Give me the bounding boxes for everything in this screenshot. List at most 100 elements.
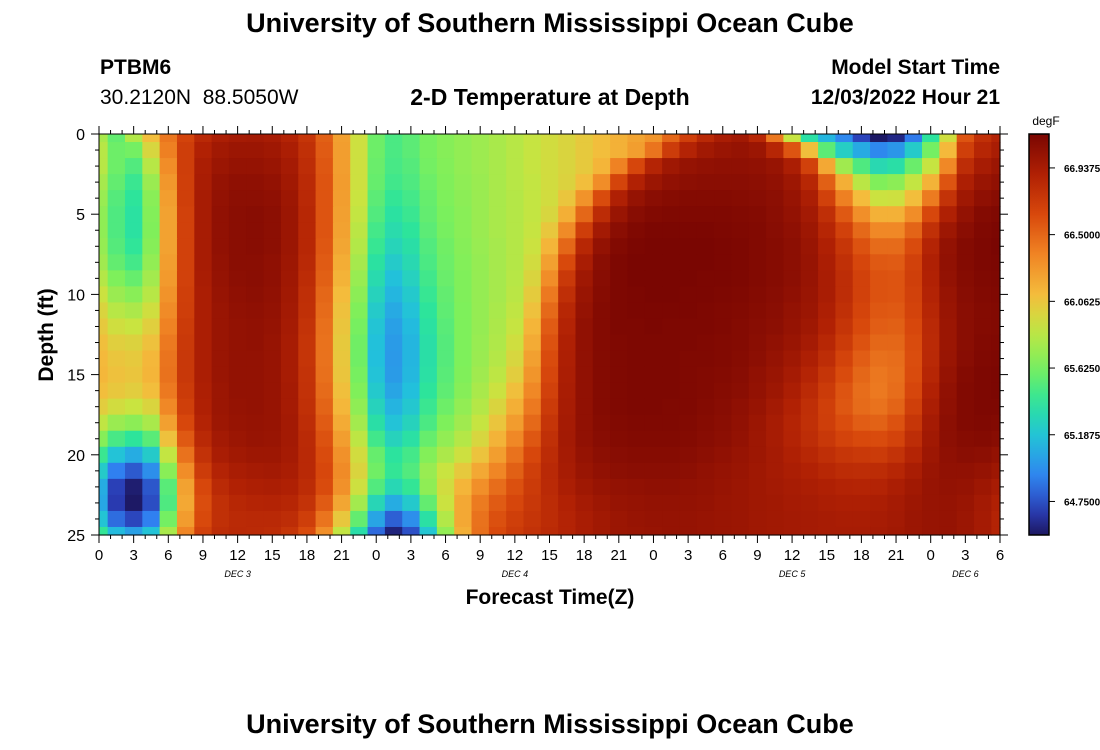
heatmap-cell bbox=[99, 174, 109, 191]
heatmap-cell bbox=[766, 286, 785, 304]
heatmap-cell bbox=[662, 142, 681, 159]
heatmap-cell bbox=[644, 526, 663, 536]
heatmap-cell bbox=[367, 238, 386, 255]
heatmap-cell bbox=[835, 286, 854, 304]
heatmap-cell bbox=[350, 494, 369, 512]
heatmap-cell bbox=[731, 526, 750, 536]
heatmap-cell bbox=[384, 134, 403, 143]
heatmap-cell bbox=[298, 398, 317, 416]
heatmap-cell bbox=[714, 286, 733, 304]
heatmap-cell bbox=[506, 174, 525, 191]
heatmap-cell bbox=[696, 366, 715, 384]
heatmap-cell bbox=[748, 142, 767, 159]
heatmap-cell bbox=[939, 222, 958, 239]
heatmap-cell bbox=[748, 510, 767, 528]
heatmap-cell bbox=[852, 286, 871, 304]
heatmap-cell bbox=[696, 334, 715, 352]
heatmap-cell bbox=[419, 494, 438, 512]
heatmap-cell bbox=[367, 430, 386, 448]
heatmap-cell bbox=[610, 142, 629, 159]
heatmap-cell bbox=[419, 478, 438, 496]
heatmap-cell bbox=[142, 446, 161, 464]
heatmap-cell bbox=[870, 350, 888, 368]
heatmap-cell bbox=[263, 174, 282, 191]
heatmap-cell bbox=[142, 142, 161, 159]
heatmap-cell bbox=[246, 142, 265, 159]
heatmap-cell bbox=[332, 414, 351, 432]
heatmap-cell bbox=[852, 478, 871, 496]
heatmap-cell bbox=[696, 526, 715, 536]
heatmap-cell bbox=[558, 318, 577, 336]
heatmap-cell bbox=[488, 318, 507, 336]
heatmap-cell bbox=[419, 270, 438, 287]
heatmap-cell bbox=[523, 366, 542, 384]
heatmap-cell bbox=[800, 286, 819, 304]
heatmap-cell bbox=[904, 254, 923, 271]
heatmap-cell bbox=[644, 478, 663, 496]
heatmap-cell bbox=[436, 270, 455, 287]
heatmap-cell bbox=[367, 206, 386, 223]
heatmap-cell bbox=[956, 254, 975, 271]
heatmap-cell bbox=[211, 270, 230, 287]
heatmap-cell bbox=[350, 158, 369, 175]
heatmap-cell bbox=[714, 190, 733, 207]
heatmap-cell bbox=[315, 238, 334, 255]
heatmap-cell bbox=[714, 318, 733, 336]
x-tick-label: 9 bbox=[199, 547, 207, 564]
heatmap-cell bbox=[575, 142, 594, 159]
x-tick-label: 0 bbox=[372, 547, 380, 564]
heatmap-cell bbox=[818, 190, 836, 207]
heatmap-cell bbox=[575, 302, 594, 320]
heatmap-cell bbox=[991, 398, 1001, 416]
heatmap-cell bbox=[523, 318, 542, 336]
heatmap-cell bbox=[194, 254, 213, 271]
heatmap-cell bbox=[731, 462, 750, 480]
heatmap-cell bbox=[974, 382, 992, 400]
heatmap-cell bbox=[176, 430, 195, 448]
heatmap-cell bbox=[436, 494, 455, 512]
x-tick-label: 3 bbox=[961, 547, 969, 564]
heatmap-cell bbox=[228, 238, 247, 255]
heatmap-cell bbox=[818, 478, 836, 496]
heatmap-cell bbox=[315, 462, 334, 480]
heatmap-cell bbox=[696, 270, 715, 287]
heatmap-cell bbox=[575, 366, 594, 384]
heatmap-cell bbox=[922, 206, 940, 223]
heatmap-cell bbox=[315, 510, 334, 528]
heatmap-cell bbox=[731, 174, 750, 191]
heatmap-cell bbox=[367, 302, 386, 320]
heatmap-cell bbox=[471, 190, 490, 207]
heatmap-cell bbox=[627, 334, 646, 352]
heatmap-cell bbox=[107, 510, 126, 528]
heatmap-cell bbox=[176, 238, 195, 255]
heatmap-cell bbox=[835, 174, 854, 191]
heatmap-cell bbox=[731, 494, 750, 512]
heatmap-cell bbox=[610, 286, 629, 304]
heatmap-cell bbox=[592, 414, 611, 432]
heatmap-cell bbox=[367, 366, 386, 384]
heatmap-cell bbox=[246, 446, 265, 464]
heatmap-cell bbox=[766, 302, 785, 320]
heatmap-cell bbox=[99, 398, 109, 416]
heatmap-cell bbox=[107, 270, 126, 287]
heatmap-cell bbox=[679, 334, 698, 352]
heatmap-cell bbox=[662, 430, 681, 448]
heatmap-cell bbox=[523, 526, 542, 536]
heatmap-cell bbox=[887, 254, 906, 271]
heatmap-cell bbox=[731, 446, 750, 464]
heatmap-cell bbox=[575, 318, 594, 336]
heatmap-cell bbox=[783, 366, 802, 384]
x-tick-label: 9 bbox=[476, 547, 484, 564]
heatmap-cell bbox=[350, 134, 369, 143]
heatmap-cell bbox=[124, 446, 143, 464]
heatmap-cell bbox=[956, 446, 975, 464]
heatmap-cell bbox=[662, 366, 681, 384]
heatmap-cell bbox=[679, 254, 698, 271]
heatmap-cell bbox=[194, 270, 213, 287]
heatmap-cell bbox=[783, 270, 802, 287]
heatmap-cell bbox=[488, 446, 507, 464]
heatmap-cell bbox=[332, 286, 351, 304]
heatmap-cell bbox=[818, 302, 836, 320]
heatmap-cell bbox=[922, 398, 940, 416]
heatmap-cell bbox=[800, 526, 819, 536]
